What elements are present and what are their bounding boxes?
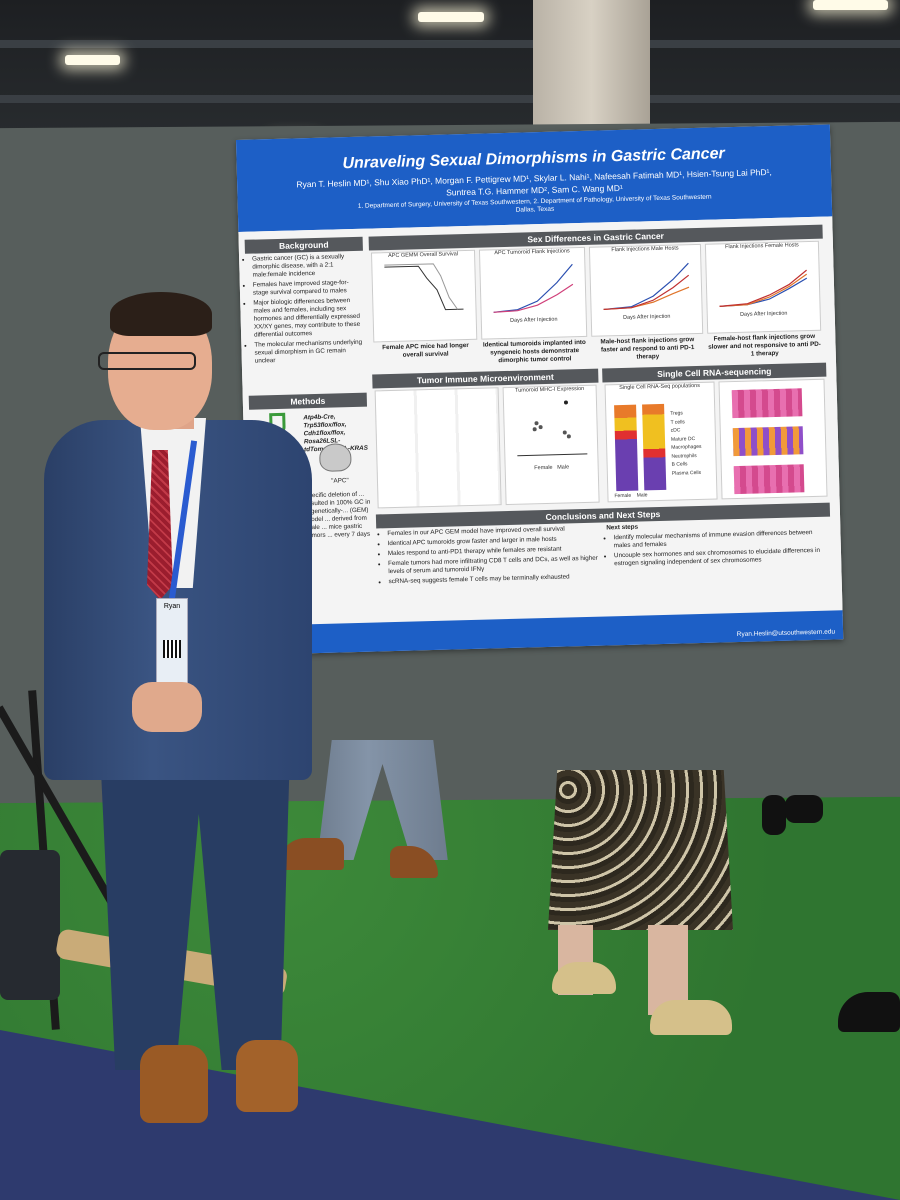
axis-label: Male xyxy=(557,464,570,471)
heatmap xyxy=(733,464,805,495)
heatmap xyxy=(732,426,804,457)
list-item: Gastric cancer (GC) is a sexually dimorp… xyxy=(252,253,364,280)
sc-population-plot: Single Cell RNA-Seq populations Tregs T … xyxy=(604,381,718,503)
ceiling-beam xyxy=(0,95,900,103)
sc-heatmaps xyxy=(718,378,828,500)
tme-dotplots xyxy=(374,387,502,509)
heatmap xyxy=(731,388,803,419)
ceiling-light xyxy=(813,0,888,10)
poster-header: Unraveling Sexual Dimorphisms in Gastric… xyxy=(236,124,833,232)
shoe-icon xyxy=(785,795,823,823)
shoe-icon xyxy=(140,1045,208,1123)
plot-caption: Male-host flank injections grow faster a… xyxy=(600,336,695,361)
shoe-icon xyxy=(278,838,344,870)
glasses-icon xyxy=(98,352,196,370)
presenter: Ryan xyxy=(40,290,320,1130)
methods-mouse-label: "APC" xyxy=(331,477,349,485)
shoe-icon xyxy=(650,1000,732,1035)
conclusions-text: Females in our APC GEM model have improv… xyxy=(380,525,603,589)
shoe-icon xyxy=(552,962,616,994)
sc-legend: Tregs T cells cDC Mature DC Macrophages … xyxy=(670,409,702,478)
ceiling-light xyxy=(418,12,484,22)
axis-label: Female xyxy=(534,464,553,472)
plot-caption: Identical tumoroids implanted into synge… xyxy=(482,338,586,365)
x-axis-label: Days After Injection xyxy=(623,313,671,321)
qr-code-icon xyxy=(163,640,181,658)
badge-name: Ryan xyxy=(163,603,181,610)
trousers xyxy=(100,750,290,1070)
name-badge: Ryan xyxy=(156,598,188,688)
background-person-dress xyxy=(548,770,733,930)
shoe-icon xyxy=(762,795,786,835)
axis-label: Male xyxy=(636,492,648,499)
legend-item: Plasma Cells xyxy=(671,469,702,477)
stacked-bar xyxy=(614,404,639,492)
mhc-dotplot xyxy=(517,400,588,457)
list-item: Uncouple sex hormones and sex chromosome… xyxy=(614,547,827,569)
plot-caption: Female-host flank injections grow slower… xyxy=(708,332,821,358)
backpack xyxy=(0,850,60,1000)
tie xyxy=(147,450,173,600)
research-poster: Unraveling Sexual Dimorphisms in Gastric… xyxy=(236,124,844,655)
growth-curves xyxy=(493,263,574,313)
growth-curves xyxy=(603,262,690,311)
hands xyxy=(132,682,202,732)
tumoroid-growth-plot: APC Tumoroid Flank Injections Days After… xyxy=(478,246,588,340)
x-axis-label: Days After Injection xyxy=(510,316,558,324)
ceiling-light xyxy=(65,55,120,65)
poster-body: Background Gastric cancer (GC) is a sexu… xyxy=(238,216,843,632)
plot-title: Single Cell RNA-Seq populations xyxy=(619,382,701,392)
mouse-icon xyxy=(318,443,352,472)
axis-label: Female xyxy=(614,492,632,500)
legend-item: Macrophages xyxy=(671,443,702,451)
male-host-plot: Flank Injections Male Hosts Days After I… xyxy=(588,243,704,337)
ceiling-beam xyxy=(0,40,900,48)
concrete-pillar xyxy=(533,0,650,140)
x-axis-labels: Female Male xyxy=(506,464,598,472)
mhc-plot: Tumoroid MHC-I Expression Female Male xyxy=(502,384,600,506)
hair xyxy=(110,292,212,336)
background-header: Background xyxy=(244,236,363,254)
next-steps: Next steps Identify molecular mechanisms… xyxy=(606,519,827,571)
shoe-icon xyxy=(838,992,900,1032)
growth-curves xyxy=(719,269,808,307)
plot-caption: Female APC mice had longer overall survi… xyxy=(382,341,469,359)
stacked-bar xyxy=(642,403,667,491)
survival-curve xyxy=(384,263,464,311)
female-host-plot: Flank Injections Female Hosts Days After… xyxy=(704,240,822,334)
x-axis-labels: Female Male xyxy=(614,492,647,499)
survival-plot: APC GEMM Overall Survival xyxy=(370,249,478,343)
shoe-icon xyxy=(236,1040,298,1112)
x-axis-label: Days After Injection xyxy=(739,310,788,318)
